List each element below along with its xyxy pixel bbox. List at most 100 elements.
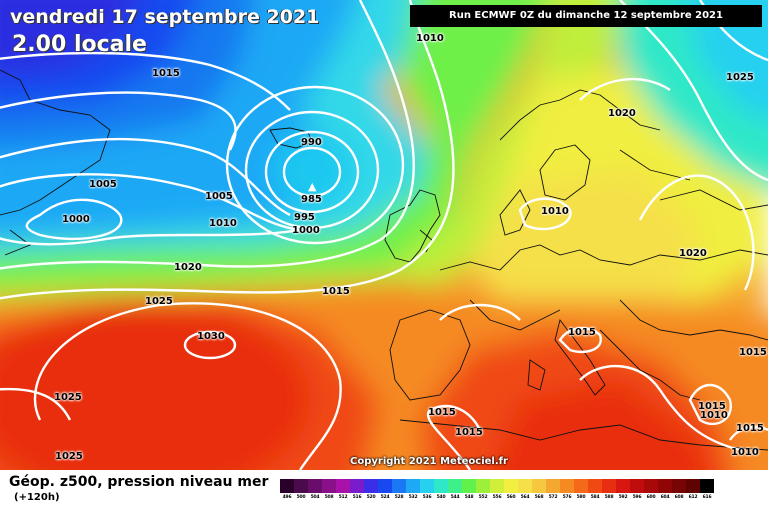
legend-swatch bbox=[476, 479, 490, 493]
legend-tick-label: 608 bbox=[674, 495, 684, 500]
legend-swatch bbox=[644, 479, 658, 493]
legend-swatch bbox=[448, 479, 462, 493]
legend-tick-label: 544 bbox=[450, 495, 460, 500]
legend-tick-label: 500 bbox=[296, 495, 306, 500]
legend-tick-label: 580 bbox=[576, 495, 586, 500]
isobar-label: 1015 bbox=[455, 427, 483, 438]
legend-tick-label: 520 bbox=[366, 495, 376, 500]
isobar-label: 990 bbox=[301, 137, 322, 148]
isobar-label: 1015 bbox=[428, 407, 456, 418]
isobars bbox=[0, 0, 768, 470]
isobar-label: 1015 bbox=[698, 401, 726, 412]
legend-swatch bbox=[462, 479, 476, 493]
legend-swatch bbox=[336, 479, 350, 493]
legend-swatch bbox=[630, 479, 644, 493]
isobar-label: 1010 bbox=[416, 33, 444, 44]
isobar-label: 1010 bbox=[700, 410, 728, 421]
legend-swatch bbox=[532, 479, 546, 493]
legend-tick-label: 540 bbox=[436, 495, 446, 500]
isobar-label: 1020 bbox=[174, 262, 202, 273]
isobar-label: 1025 bbox=[726, 72, 754, 83]
color-legend bbox=[280, 479, 714, 493]
legend-tick-label: 572 bbox=[548, 495, 558, 500]
legend-swatch bbox=[294, 479, 308, 493]
isobar-label: 1020 bbox=[608, 108, 636, 119]
isobar-label: 1010 bbox=[209, 218, 237, 229]
legend-swatch bbox=[280, 479, 294, 493]
legend-swatch bbox=[658, 479, 672, 493]
legend-swatch bbox=[672, 479, 686, 493]
isobar-label: 1015 bbox=[736, 423, 764, 434]
legend-tick-label: 596 bbox=[632, 495, 642, 500]
legend-swatch bbox=[420, 479, 434, 493]
valid-time: 2.00 locale bbox=[12, 32, 147, 57]
legend-swatch bbox=[560, 479, 574, 493]
isobar-label: 1020 bbox=[679, 248, 707, 259]
z500-color-fill bbox=[0, 0, 768, 470]
isobar-label: 1005 bbox=[89, 179, 117, 190]
legend-tick-label: 548 bbox=[464, 495, 474, 500]
legend-tick-label: 576 bbox=[562, 495, 572, 500]
legend-tick-label: 536 bbox=[422, 495, 432, 500]
legend-swatch bbox=[518, 479, 532, 493]
legend-tick-label: 552 bbox=[478, 495, 488, 500]
isobar-label: 1025 bbox=[54, 392, 82, 403]
lead-time: (+120h) bbox=[14, 492, 60, 503]
legend-tick-label: 508 bbox=[324, 495, 334, 500]
isobar-label: 1005 bbox=[205, 191, 233, 202]
legend-swatch bbox=[364, 479, 378, 493]
isobar-label: 1000 bbox=[292, 225, 320, 236]
run-info-banner: Run ECMWF 0Z du dimanche 12 septembre 20… bbox=[410, 5, 762, 27]
isobar-label: 1015 bbox=[322, 286, 350, 297]
isobar-label: 1010 bbox=[541, 206, 569, 217]
valid-date: vendredi 17 septembre 2021 bbox=[10, 6, 320, 28]
legend-swatch bbox=[378, 479, 392, 493]
legend-tick-labels: 496 500 504 508 512 516 520 524 528 532 536 540 544 5… bbox=[280, 495, 714, 507]
legend-swatch bbox=[406, 479, 420, 493]
legend-swatch bbox=[700, 479, 714, 493]
legend-swatch bbox=[574, 479, 588, 493]
legend-swatch bbox=[546, 479, 560, 493]
isobar-label: 985 bbox=[301, 194, 322, 205]
legend-swatch bbox=[602, 479, 616, 493]
legend-tick-label: 528 bbox=[394, 495, 404, 500]
legend-swatch bbox=[504, 479, 518, 493]
legend-tick-label: 564 bbox=[520, 495, 530, 500]
legend-tick-label: 584 bbox=[590, 495, 600, 500]
low-centre-marker: ▲ bbox=[308, 180, 317, 193]
isobar-label: 1025 bbox=[55, 451, 83, 462]
field-title: Géop. z500, pression niveau mer bbox=[9, 474, 269, 490]
legend-tick-label: 560 bbox=[506, 495, 516, 500]
isobar-label: 995 bbox=[294, 212, 315, 223]
legend-tick-label: 516 bbox=[352, 495, 362, 500]
isobar-label: 1025 bbox=[145, 296, 173, 307]
legend-swatch bbox=[322, 479, 336, 493]
legend-tick-label: 556 bbox=[492, 495, 502, 500]
legend-swatch bbox=[350, 479, 364, 493]
legend-tick-label: 504 bbox=[310, 495, 320, 500]
legend-tick-label: 568 bbox=[534, 495, 544, 500]
legend-tick-label: 612 bbox=[688, 495, 698, 500]
footer-panel: Géop. z500, pression niveau mer (+120h) … bbox=[0, 470, 768, 512]
legend-tick-label: 600 bbox=[646, 495, 656, 500]
legend-tick-label: 588 bbox=[604, 495, 614, 500]
legend-tick-label: 604 bbox=[660, 495, 670, 500]
isobar-label: 1015 bbox=[152, 68, 180, 79]
isobar-label: 1030 bbox=[197, 331, 225, 342]
isobar-label: 1015 bbox=[568, 327, 596, 338]
isobar-label: 1015 bbox=[739, 347, 767, 358]
isobar-label: 1000 bbox=[62, 214, 90, 225]
geopotential-field: ▲ bbox=[0, 0, 768, 470]
legend-tick-label: 496 bbox=[282, 495, 292, 500]
isobar-label: 1010 bbox=[731, 447, 759, 458]
legend-swatch bbox=[686, 479, 700, 493]
legend-tick-label: 532 bbox=[408, 495, 418, 500]
legend-swatch bbox=[308, 479, 322, 493]
legend-tick-label: 512 bbox=[338, 495, 348, 500]
legend-tick-label: 592 bbox=[618, 495, 628, 500]
legend-tick-label: 616 bbox=[702, 495, 712, 500]
forecast-map: ▲ 1010 1015 1025 1020 990 985 995 1000 1005 1000 1… bbox=[0, 0, 768, 470]
copyright-notice: Copyright 2021 Meteociel.fr bbox=[350, 456, 508, 467]
legend-tick-label: 524 bbox=[380, 495, 390, 500]
legend-swatch bbox=[616, 479, 630, 493]
